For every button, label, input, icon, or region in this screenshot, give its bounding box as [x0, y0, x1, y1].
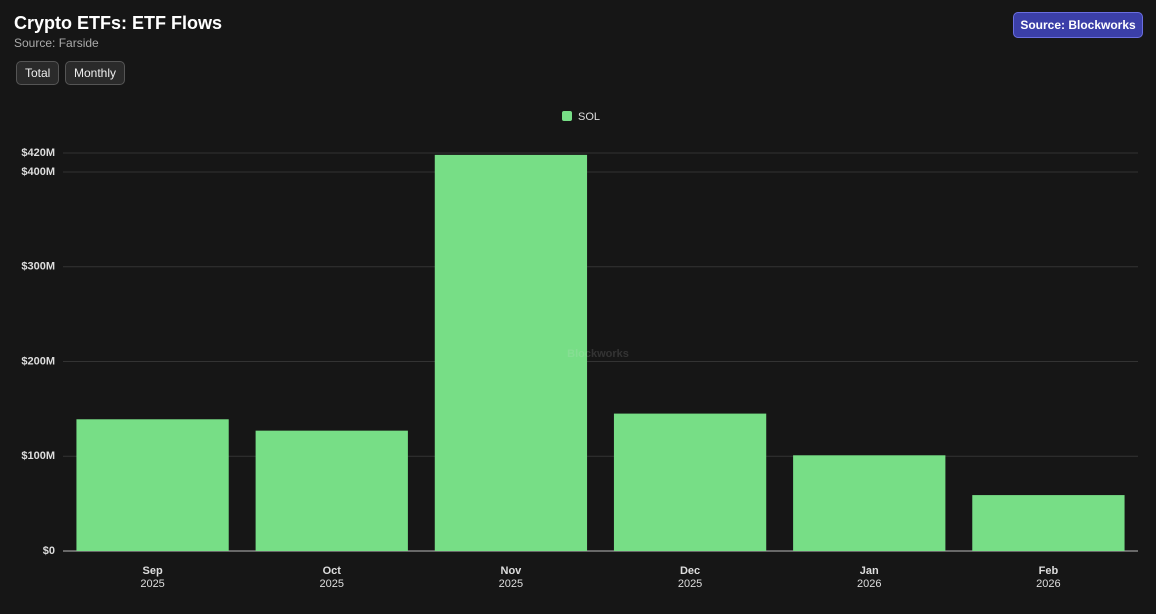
bar [76, 419, 229, 551]
y-tick-label: $300M [21, 261, 55, 273]
x-tick-sublabel: 2026 [1036, 578, 1060, 590]
x-tick-sublabel: 2025 [499, 578, 523, 590]
watermark: Blockworks [567, 348, 629, 360]
bar [434, 154, 588, 551]
total-button[interactable]: Total [16, 61, 60, 85]
bar [255, 430, 408, 551]
y-tick-label: $100M [21, 450, 55, 462]
x-tick-label: Nov [501, 565, 523, 577]
x-tick-label: Dec [680, 565, 700, 577]
y-tick-label: $200M [21, 355, 55, 367]
y-tick-label: $420M [21, 147, 55, 159]
x-tick-label: Oct [323, 565, 342, 577]
x-tick-label: Jan [860, 565, 879, 577]
title: Crypto ETFs: ETF Flows [14, 13, 223, 33]
monthly-button[interactable]: Monthly [65, 61, 126, 85]
y-tick-label: $0 [43, 545, 55, 557]
source-button[interactable]: Source: Blockworks [1013, 12, 1143, 38]
x-tick-sublabel: 2026 [857, 578, 881, 590]
x-tick-label: Sep [142, 565, 162, 577]
x-tick-sublabel: 2025 [140, 578, 164, 590]
x-tick-sublabel: 2025 [678, 578, 702, 590]
x-tick-sublabel: 2025 [320, 578, 344, 590]
legend-label: SOL [578, 111, 600, 123]
bar [613, 413, 767, 551]
legend-swatch [562, 111, 572, 121]
x-tick-label: Feb [1039, 565, 1059, 577]
bar [972, 495, 1125, 551]
y-tick-label: $400M [21, 166, 55, 178]
subtitle: Source: Farside [14, 36, 99, 50]
bar [793, 455, 946, 551]
